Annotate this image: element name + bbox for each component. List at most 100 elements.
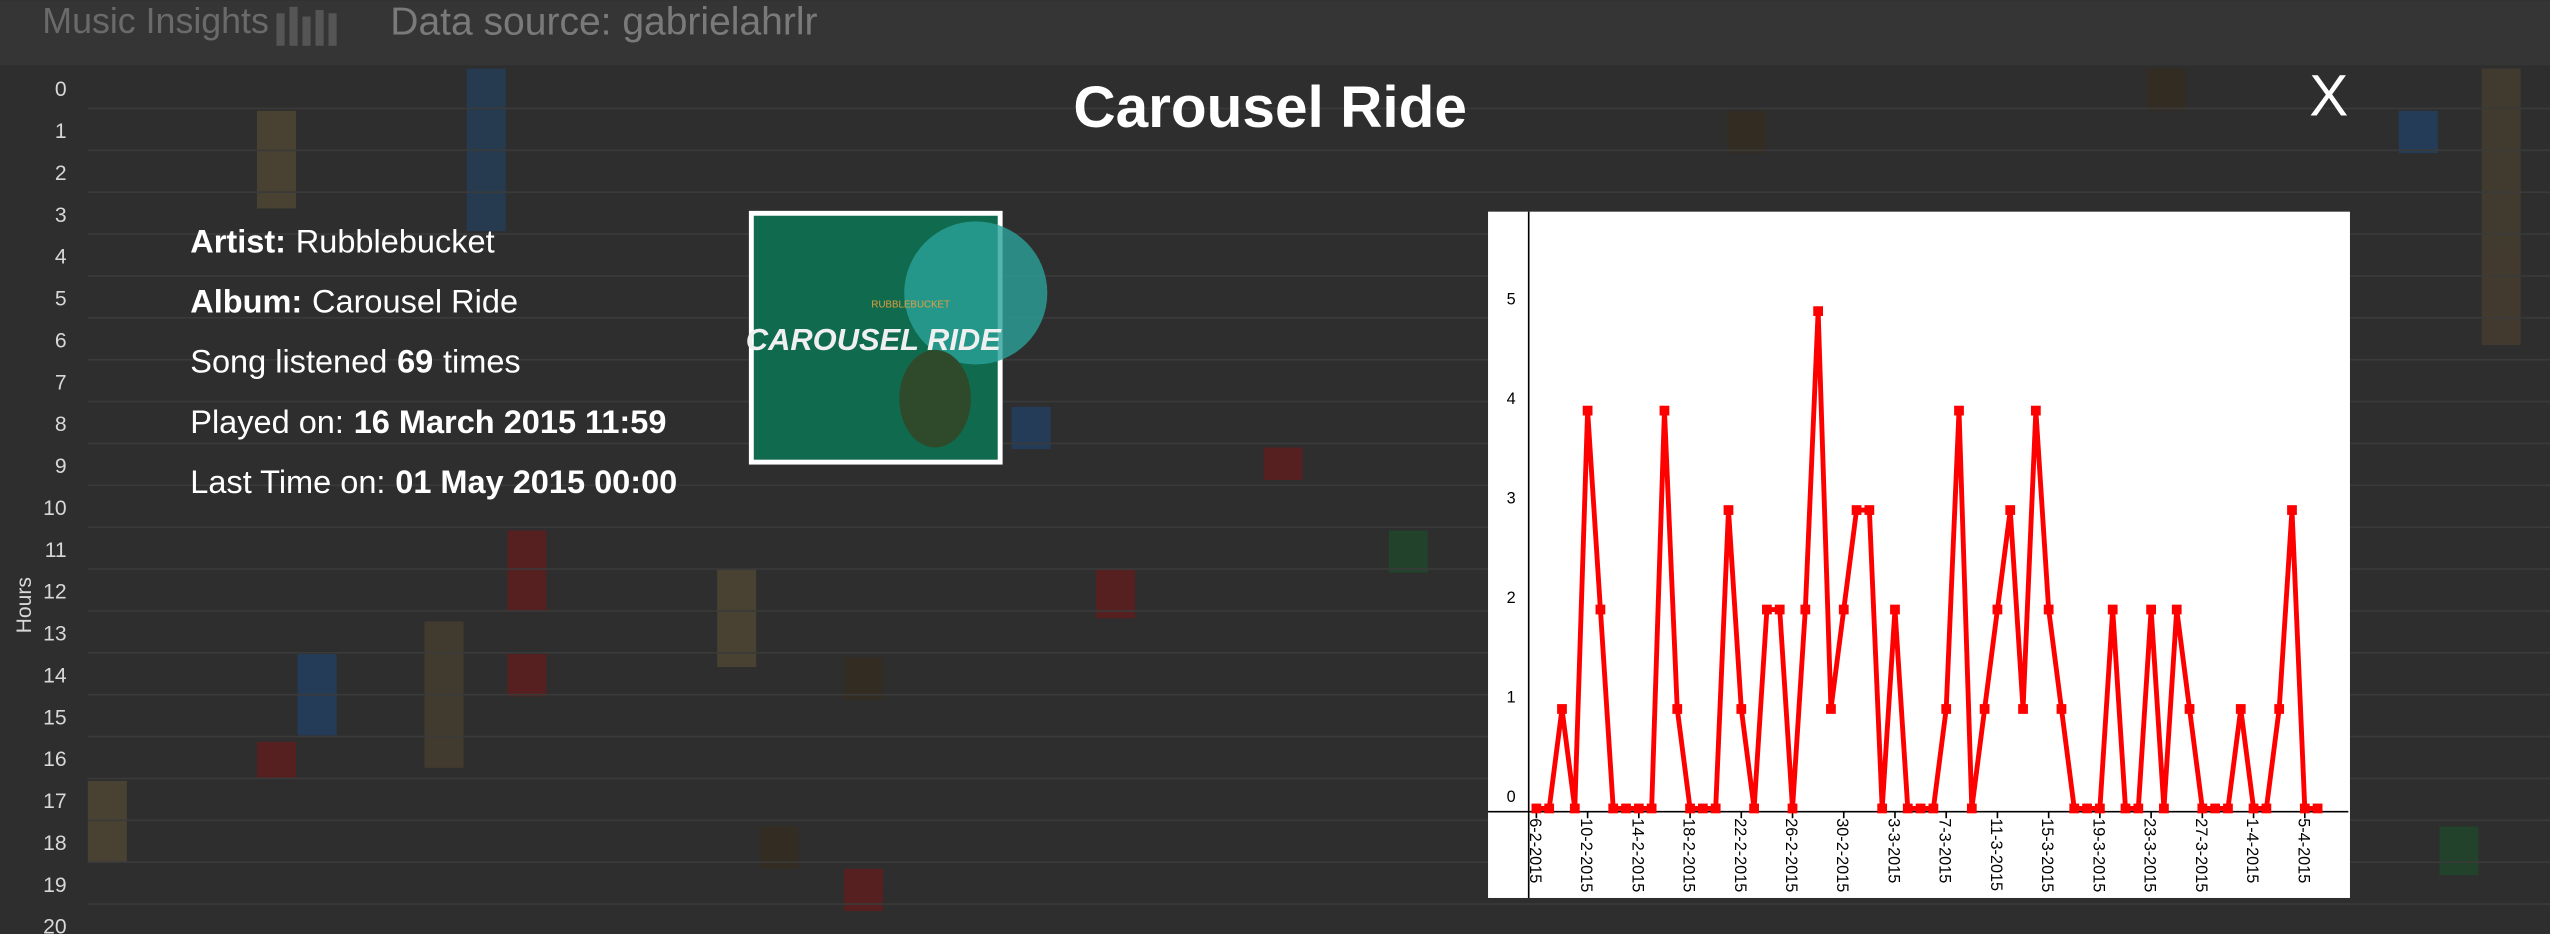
data-source: Data source: gabrielahrlr [390,0,817,43]
point [1941,704,1952,714]
point [1992,604,2003,615]
point [2107,604,2118,615]
point [1697,803,1708,814]
point [1890,604,1900,615]
point [1646,803,1657,814]
point [1710,803,1721,814]
value: 16 March 2015 11:59 [354,404,667,440]
point [1966,803,1977,814]
hour-label: 7 [55,371,67,394]
point [2248,803,2259,814]
x-tick-label: 30-2-2015 [1833,818,1851,892]
hour-label: 11 [45,539,67,562]
listened-line: Song listened 69 times [190,344,520,380]
point [1762,604,1772,615]
label: Album: [190,284,302,320]
point [1672,704,1683,714]
hour-label: 0 [55,78,67,101]
x-tick-label: 27-3-2015 [2192,818,2210,892]
point [1928,803,1939,814]
point [1557,704,1567,714]
point [2299,803,2310,814]
point [1851,505,1862,515]
point [1736,704,1747,714]
point [1813,306,1824,317]
point [2197,803,2208,814]
value: 01 May 2015 00:00 [395,464,677,500]
y-tick-label: 2 [1507,589,1516,607]
hour-label: 19 [43,874,67,897]
x-tick-label: 10-2-2015 [1577,818,1595,892]
y-tick-label: 5 [1507,291,1516,309]
hour-label: 13 [43,623,67,646]
hour-label: 17 [43,790,67,813]
hour-label: 6 [55,329,67,352]
point [1685,803,1695,814]
label: Song listened [190,344,387,380]
point [1569,803,1580,814]
hours-axis-label: Hours [13,577,36,633]
x-tick-label: 7-3-2015 [1936,818,1954,883]
x-tick-label: 18-2-2015 [1680,818,1698,892]
value: Carousel Ride [312,284,518,320]
x-tick-label: 3-3-2015 [1884,818,1902,883]
point [1659,405,1670,416]
artist-line: Artist: Rubblebucket [190,223,494,259]
chart-background [1488,211,2350,898]
point [1749,803,1759,814]
point [1787,803,1798,814]
point [1544,803,1555,814]
chart: 0 1 2 3 4 5 6-2-2015 10-2-2015 14-2-2015 18-2-201… [1488,211,2350,898]
value: 69 [397,344,433,380]
close-button[interactable]: X [2309,64,2348,129]
played-line: Played on: 16 March 2015 11:59 [190,404,666,440]
x-tick-label: 15-3-2015 [2038,818,2056,892]
hour-label: 4 [55,246,67,269]
point [2312,803,2323,814]
point [1800,604,1811,615]
point [2171,604,2182,615]
label: times [443,344,521,380]
point [2210,803,2221,814]
last-line: Last Time on: 01 May 2015 00:00 [190,464,677,500]
point [1954,405,1964,416]
point [2082,803,2092,814]
hour-label: 16 [43,748,67,771]
label: Played on: [190,404,344,440]
logo: Music Insights [42,1,269,41]
x-tick-label: 14-2-2015 [1628,818,1646,892]
point [2159,803,2169,814]
x-tick-label: 5-4-2015 [2294,818,2312,883]
hour-label: 15 [43,706,67,729]
point [1582,405,1593,416]
x-tick-label: 26-2-2015 [1782,818,1800,892]
x-tick-label: 22-2-2015 [1731,818,1749,892]
label: Artist: [190,223,286,259]
point [2133,803,2144,814]
point [1864,505,1875,515]
hour-label: 1 [55,120,67,143]
point [1915,803,1926,814]
y-tick-label: 4 [1507,390,1516,408]
point [2005,505,2016,515]
x-tick-label: 1-4-2015 [2243,818,2261,883]
modal-title: Carousel Ride [1073,75,1467,140]
heatmap-background [87,68,2521,911]
point [2056,704,2067,714]
point [2223,803,2233,814]
hour-label: 9 [55,455,67,478]
hour-label: 12 [43,581,67,604]
point [1979,704,1990,714]
point [2287,505,2297,515]
line-series [1536,308,2318,811]
point [2030,405,2041,416]
point [1621,803,1631,814]
point [2184,704,2195,714]
hour-label: 20 [43,916,67,934]
point [2043,604,2054,615]
album-band: RUBBLEBUCKET [871,300,950,311]
hour-label: 3 [55,204,67,227]
point [1826,704,1836,714]
